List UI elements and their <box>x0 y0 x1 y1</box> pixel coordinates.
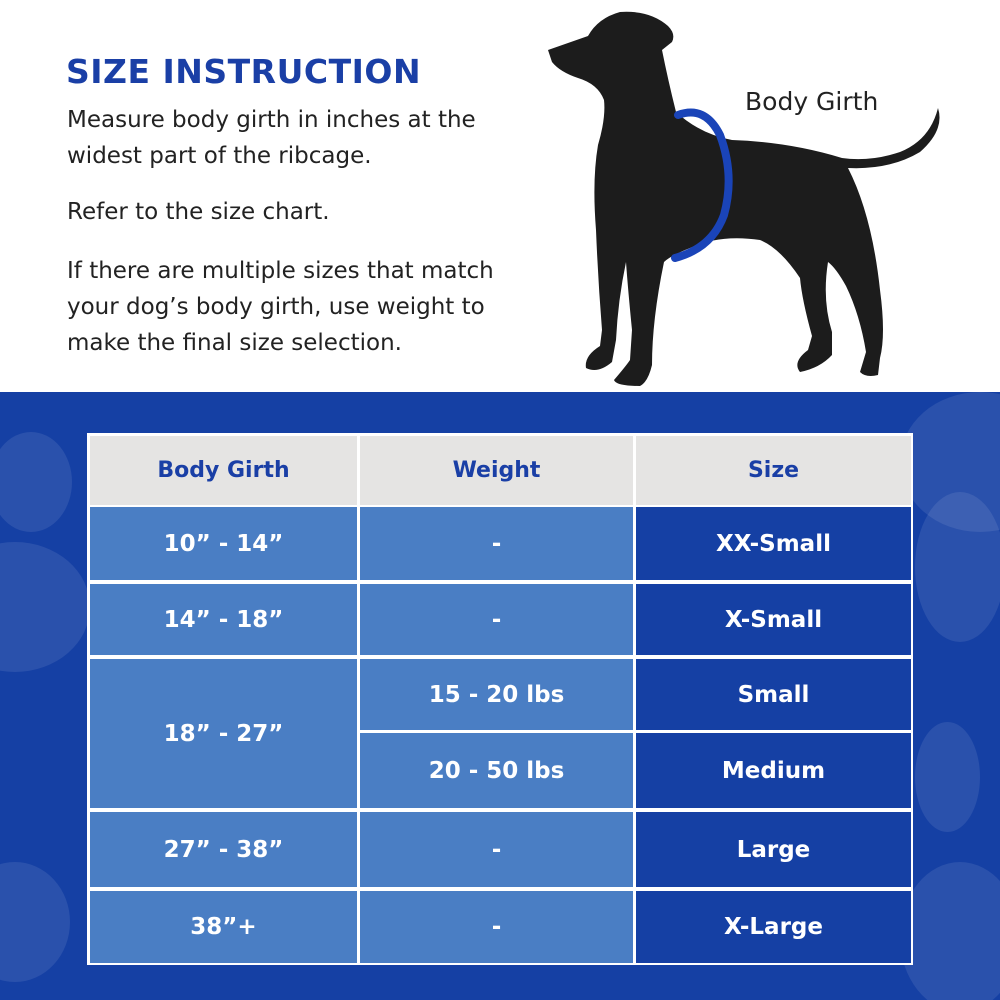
instruction-section: SIZE INSTRUCTION Measure body girth in i… <box>0 0 1000 392</box>
weight-cell: 20 - 50 lbs <box>360 733 633 808</box>
weight-cell: - <box>360 507 633 580</box>
instruction-refer: Refer to the size chart. <box>67 199 330 225</box>
size-chart-table: Body Girth Weight Size 10” - 14” - XX-Sm… <box>87 433 913 965</box>
instruction-multiple: If there are multiple sizes that match y… <box>67 258 494 356</box>
weight-cell: 15 - 20 lbs <box>360 659 633 730</box>
instruction-measure: Measure body girth in inches at the wide… <box>67 107 476 169</box>
body-girth-label: Body Girth <box>745 87 879 116</box>
size-cell: X-Large <box>636 891 911 963</box>
paw-print-decoration <box>915 492 1000 642</box>
size-cell: XX-Small <box>636 507 911 580</box>
paw-print-decoration <box>0 542 90 672</box>
size-cell: Large <box>636 812 911 887</box>
girth-cell: 27” - 38” <box>90 812 357 887</box>
paw-print-decoration <box>915 722 980 832</box>
weight-cell: - <box>360 891 633 963</box>
header-size: Size <box>636 436 911 505</box>
header-body-girth: Body Girth <box>90 436 357 505</box>
girth-cell-merged: 18” - 27” <box>90 659 357 808</box>
weight-cell: - <box>360 584 633 655</box>
paw-print-decoration <box>900 862 1000 1000</box>
dog-body-icon <box>548 11 940 387</box>
section-title: SIZE INSTRUCTION <box>66 52 422 91</box>
girth-cell: 14” - 18” <box>90 584 357 655</box>
girth-ring-icon <box>671 108 733 262</box>
header-weight: Weight <box>360 436 633 505</box>
size-cell: Small <box>636 659 911 730</box>
size-cell: Medium <box>636 733 911 808</box>
paw-print-decoration <box>0 862 70 982</box>
paw-print-decoration <box>0 432 72 532</box>
size-cell: X-Small <box>636 584 911 655</box>
dog-silhouette-illustration <box>548 11 940 387</box>
girth-cell: 10” - 14” <box>90 507 357 580</box>
girth-cell: 38”+ <box>90 891 357 963</box>
weight-cell: - <box>360 812 633 887</box>
